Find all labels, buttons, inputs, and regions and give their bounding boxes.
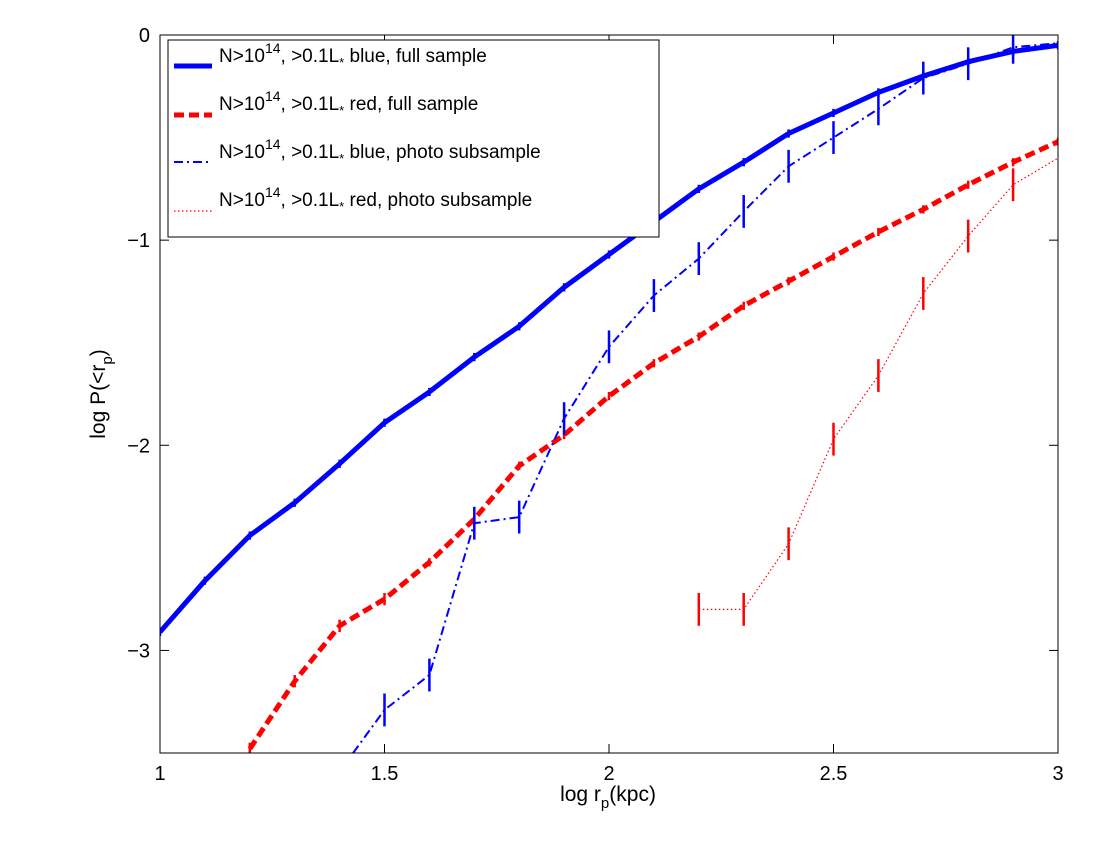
legend-entry-red-photo: N>1014, >0.1L* red, photo subsample (174, 184, 532, 214)
y-tick-label-1: −1 (127, 230, 150, 252)
x-axis-label-sub: p (601, 795, 609, 812)
ticks-layer: 1 1.5 2 2.5 3 0 −1 −2 −3 (127, 25, 1063, 785)
legend-box (167, 39, 660, 238)
y-tick-label-3: −3 (127, 640, 150, 662)
y-tick-label-2: −2 (127, 435, 150, 457)
legend: N>1014, >0.1L* blue, full sample N>1014,… (167, 39, 660, 238)
series-2 (352, 35, 1058, 753)
x-axis-label: log rp(kpc) (560, 783, 656, 812)
x-tick-label-2: 2 (603, 763, 614, 785)
x-axis-label-suffix: (kpc) (609, 783, 656, 806)
y-axis-label-suffix: ) (87, 349, 110, 356)
legend-label-blue-full: N>1014, >0.1L* blue, full sample (219, 40, 487, 70)
x-axis-label-main: log r (560, 783, 601, 806)
y-axis-label-main: log P(<r (87, 365, 110, 439)
y-axis-label-sub: p (99, 356, 116, 364)
x-tick-label-3: 2.5 (820, 763, 848, 785)
series-layer (160, 35, 1058, 753)
y-axis-label: log P(<rp) (87, 349, 116, 438)
series-3 (697, 157, 1058, 626)
x-tick-label-1: 1.5 (371, 763, 399, 785)
y-tick-label-0: 0 (139, 25, 150, 47)
legend-label-red-full: N>1014, >0.1L* red, full sample (219, 88, 478, 118)
legend-entry-red-full: N>1014, >0.1L* red, full sample (174, 88, 478, 118)
x-tick-label-4: 3 (1052, 763, 1063, 785)
legend-label-blue-photo: N>1014, >0.1L* blue, photo subsample (219, 136, 541, 166)
legend-label-red-photo: N>1014, >0.1L* red, photo subsample (219, 184, 532, 214)
legend-entry-blue-photo: N>1014, >0.1L* blue, photo subsample (174, 136, 541, 166)
legend-entry-blue-full: N>1014, >0.1L* blue, full sample (174, 40, 487, 70)
x-tick-label-0: 1 (154, 763, 165, 785)
